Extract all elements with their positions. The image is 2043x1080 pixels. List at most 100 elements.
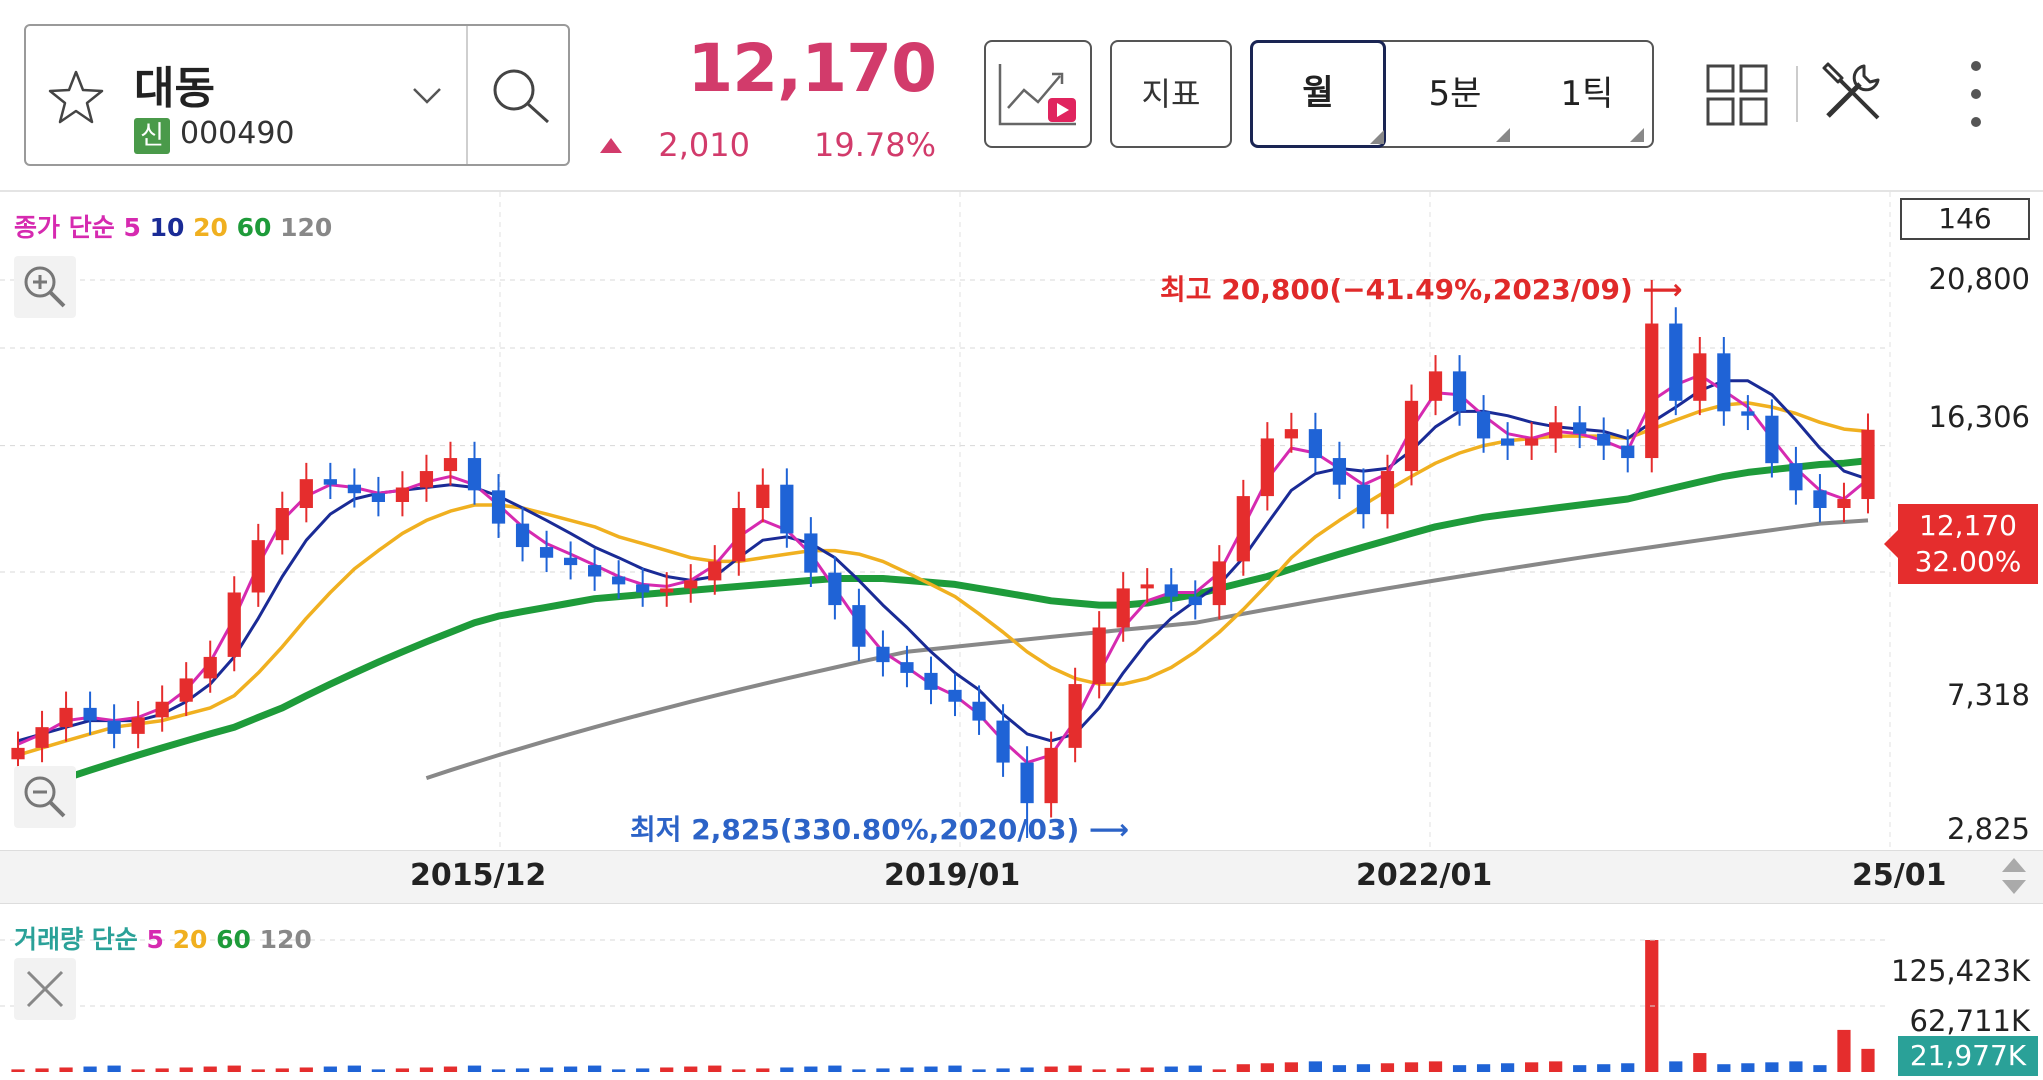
candle-body <box>1380 471 1395 515</box>
candle-body <box>1428 371 1443 401</box>
candle-body <box>732 507 746 562</box>
volume-bar <box>179 1067 193 1072</box>
candle-body <box>1621 445 1635 459</box>
volume-bar <box>467 1065 482 1072</box>
corner-mark <box>1630 128 1644 142</box>
close-volume-button[interactable] <box>14 958 76 1020</box>
market-badge: 신 <box>134 118 170 154</box>
header-divider <box>0 190 2043 192</box>
more-vertical-icon[interactable] <box>1958 58 1994 130</box>
arrow-right-icon: ⟶ <box>1089 813 1130 846</box>
candle-body <box>515 523 530 548</box>
candle-body <box>539 547 554 558</box>
indicator-button[interactable]: 지표 <box>1110 40 1232 148</box>
volume-bar <box>275 1068 289 1072</box>
y-tick-label: 16,306 <box>1928 400 2030 434</box>
chevron-down-icon[interactable] <box>410 80 444 110</box>
volume-bar <box>1549 1061 1563 1072</box>
volume-bar <box>1573 1065 1587 1072</box>
axis-scroll-icon[interactable] <box>1994 852 2034 900</box>
volume-bar <box>1741 1063 1755 1072</box>
volume-bar <box>107 1065 121 1072</box>
candle-body <box>1765 415 1779 464</box>
volume-bar <box>612 1069 626 1072</box>
volume-bar <box>1525 1062 1539 1072</box>
legend-vma20: 20 <box>172 925 208 954</box>
volume-bar <box>371 1069 386 1072</box>
tools-icon[interactable] <box>1820 60 1884 124</box>
candle-body <box>852 605 866 647</box>
candle-body <box>1332 458 1347 485</box>
candle-body <box>1597 433 1611 446</box>
zoom-in-button[interactable] <box>14 256 76 318</box>
candle-body <box>636 584 650 593</box>
zoom-out-button[interactable] <box>14 766 76 828</box>
candle-body <box>1356 484 1371 515</box>
candle-count-box[interactable]: 146 <box>1900 198 2030 240</box>
candle-body <box>323 479 337 485</box>
candle-body <box>948 689 962 702</box>
volume-bar <box>1044 1066 1058 1072</box>
grid-layout-icon[interactable] <box>1706 64 1768 126</box>
legend-vma5: 5 <box>146 925 164 954</box>
candle-body <box>756 484 770 508</box>
search-button[interactable] <box>470 26 570 164</box>
volume-chart[interactable] <box>0 902 1895 1080</box>
candle-body <box>1404 400 1419 472</box>
candle-body <box>11 747 25 760</box>
stock-selector[interactable]: 대동 신 000490 <box>24 24 570 166</box>
current-price: 12,170 <box>687 30 937 107</box>
period-5min-button[interactable]: 5분 <box>1428 74 1482 114</box>
volume-y-tick: 62,711K <box>1909 1004 2031 1038</box>
volume-bar <box>732 1069 746 1072</box>
period-month-button[interactable]: 월 <box>1250 40 1386 148</box>
candle-body <box>35 727 49 748</box>
volume-bar <box>323 1066 337 1072</box>
legend-ma10: 10 <box>149 213 185 242</box>
y-tick-label: 7,318 <box>1946 678 2030 712</box>
volume-bar <box>35 1068 49 1072</box>
volume-bar <box>996 1068 1010 1072</box>
volume-bar <box>660 1067 674 1072</box>
price-ma-legend: 종가 단순 5 10 20 60 120 <box>14 208 332 244</box>
low-annotation: 최저 2,825(330.80%,2020/03) ⟶ <box>630 808 1129 848</box>
star-icon[interactable] <box>46 68 106 128</box>
candle-body <box>588 565 602 577</box>
volume-bar <box>59 1067 73 1072</box>
stock-code: 000490 <box>180 116 295 151</box>
candle-body <box>1260 438 1274 497</box>
candle-body <box>299 479 313 508</box>
candle-body <box>347 484 361 494</box>
candle-body <box>1645 323 1659 459</box>
volume-bar <box>227 1065 241 1072</box>
chart-type-button[interactable] <box>984 40 1092 148</box>
price-change: 2,010 <box>658 126 750 164</box>
candle-body <box>83 707 97 721</box>
candle-body <box>1573 422 1587 434</box>
volume-bar <box>1693 1053 1707 1072</box>
volume-bar <box>1188 1065 1202 1072</box>
volume-ma-legend: 거래량 단순 5 20 60 120 <box>14 920 312 956</box>
y-tick-label: 20,800 <box>1928 262 2030 296</box>
x-axis[interactable] <box>0 850 2043 904</box>
last-price-percent: 32.00% <box>1914 545 2022 578</box>
volume-bar <box>1813 1065 1827 1072</box>
candle-body <box>1549 422 1563 439</box>
divider <box>466 26 468 164</box>
legend-ma60: 60 <box>236 213 272 242</box>
legend-vma120: 120 <box>259 925 312 954</box>
volume-bar <box>1476 1064 1491 1072</box>
last-price-badge: 12,170 32.00% <box>1898 504 2038 584</box>
candle-body <box>1020 762 1034 804</box>
candle-body <box>780 484 794 534</box>
candle-body <box>395 487 410 502</box>
candle-body <box>1092 627 1106 685</box>
last-price-value: 12,170 <box>1919 509 2017 542</box>
volume-y-tick: 125,423K <box>1891 954 2030 988</box>
candle-body <box>1500 438 1515 446</box>
price-chart[interactable] <box>0 192 1895 850</box>
volume-bar <box>1597 1064 1611 1072</box>
candle-body <box>131 717 145 734</box>
period-1tick-button[interactable]: 1틱 <box>1560 74 1614 114</box>
candle-body <box>1476 411 1491 439</box>
